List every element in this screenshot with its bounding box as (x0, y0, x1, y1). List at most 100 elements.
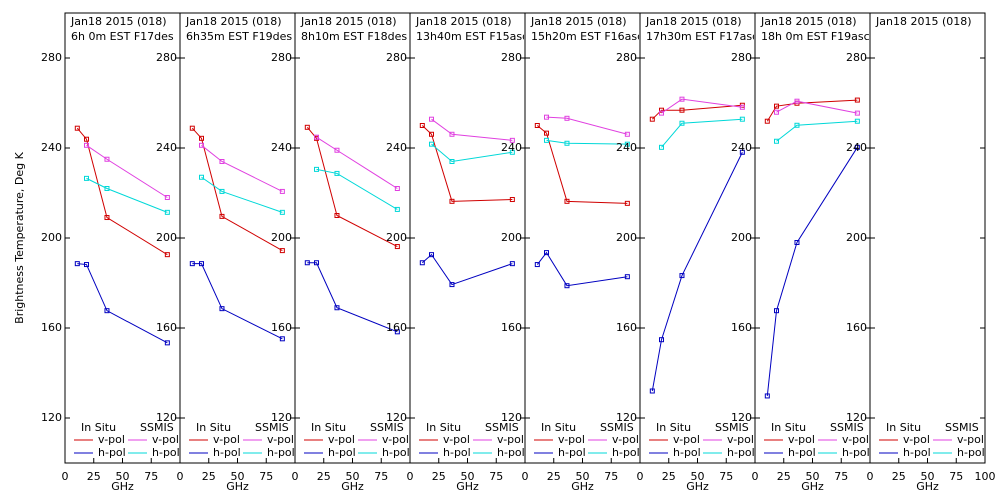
point-marker (774, 103, 780, 109)
panel-titles: Jan18 2015 (018) 17h30m EST F17asc (645, 15, 754, 43)
x-tick-label: 25 (547, 470, 561, 483)
legend-label: h-pol (152, 446, 180, 459)
point-marker (279, 188, 285, 194)
y-tick-label: 280 (271, 51, 292, 64)
point-marker (624, 131, 630, 137)
y-tick-label: 280 (616, 51, 637, 64)
y-tick-label: 280 (501, 51, 522, 64)
panel-subtitle: 8h10m EST F18des (301, 30, 407, 43)
point-marker (164, 195, 170, 200)
y-tick-label: 240 (616, 141, 637, 154)
y-tick-label: 280 (846, 51, 867, 64)
x-axis-label: GHz (571, 480, 594, 493)
y-tick-label: 240 (731, 141, 752, 154)
panel-subtitle: 6h35m EST F19des (186, 30, 292, 43)
y-tick-label: 160 (731, 321, 752, 334)
x-tick-label: 75 (144, 470, 158, 483)
x-tick-label: 75 (834, 470, 848, 483)
point-marker (774, 109, 780, 115)
x-tick-label: 50 (806, 470, 820, 483)
point-marker (564, 283, 570, 289)
point-marker (164, 252, 170, 258)
panel-titles: Jan18 2015 (018) 15h20m EST F16asc (530, 15, 639, 43)
legend-label: v-pol (267, 433, 294, 446)
y-tick-label: 120 (41, 411, 62, 424)
point-marker (74, 261, 80, 267)
point-marker (509, 149, 515, 155)
point-marker (84, 262, 90, 268)
x-tick-label: 50 (921, 470, 935, 483)
point-marker (659, 107, 665, 113)
point-marker (189, 261, 195, 267)
y-tick-label: 200 (271, 231, 292, 244)
point-marker (649, 116, 655, 122)
point-marker (199, 142, 205, 148)
point-marker (739, 149, 745, 155)
point-marker (679, 96, 685, 102)
point-marker (509, 197, 515, 203)
panel-subtitle: 13h40m EST F15asc (416, 30, 528, 43)
y-tick-label: 160 (501, 321, 522, 334)
series-line (191, 127, 283, 252)
x-tick-label: 25 (432, 470, 446, 483)
panel-titles: Jan18 2015 (018) (875, 15, 972, 28)
series-line (431, 143, 513, 163)
x-tick-label: 50 (116, 470, 130, 483)
y-axis-label: Brightness Temperature, Deg K (13, 151, 26, 323)
x-axis-label: GHz (226, 480, 249, 493)
legend-label: v-pol (497, 433, 524, 446)
legend-label: v-pol (443, 433, 470, 446)
point-marker (219, 159, 225, 164)
point-marker (279, 209, 285, 215)
x-tick-label: 50 (691, 470, 705, 483)
y-tick-label: 200 (846, 231, 867, 244)
legend-label: v-pol (788, 433, 815, 446)
panel: Jan18 2015 (018) 15h20m EST F16asc 120 160 2… (501, 12, 641, 493)
legend-label: v-pol (98, 433, 125, 446)
legend-label: h-pol (267, 446, 295, 459)
point-marker (544, 137, 550, 143)
legend-header: SSMIS (600, 421, 634, 434)
point-marker (764, 118, 770, 124)
point-marker (314, 260, 320, 266)
point-marker (334, 170, 340, 176)
point-marker (739, 104, 745, 110)
point-marker (764, 393, 770, 399)
panel-titles: Jan18 2015 (018) 6h35m EST F19des (185, 15, 292, 43)
legend-header: In Situ (656, 421, 691, 434)
series-line (201, 176, 283, 213)
point-marker (394, 186, 400, 191)
legend-label: h-pol (98, 446, 126, 459)
point-marker (199, 174, 205, 180)
x-tick-label: 25 (662, 470, 676, 483)
series-line (536, 251, 628, 287)
series-line (77, 263, 168, 344)
x-tick-label: 75 (719, 470, 733, 483)
point-marker (564, 115, 570, 121)
legend-label: h-pol (443, 446, 471, 459)
series-line (651, 152, 743, 392)
panel: Jan18 2015 (018) 6h35m EST F19des 120 160 20… (156, 12, 296, 493)
y-tick-label: 280 (731, 51, 752, 64)
point-marker (84, 142, 90, 148)
legend-header: In Situ (426, 421, 461, 434)
y-tick-label: 160 (616, 321, 637, 334)
panel: Jan18 2015 (018) 8h10m EST F18des 120 160 20… (271, 12, 411, 493)
y-tick-label: 200 (386, 231, 407, 244)
y-tick-label: 160 (156, 321, 177, 334)
x-tick-label: 75 (489, 470, 503, 483)
point-marker (624, 141, 630, 147)
y-tick-label: 120 (386, 411, 407, 424)
series-line (546, 139, 628, 145)
point-marker (449, 131, 455, 137)
series-line (766, 99, 858, 122)
legend-label: h-pol (788, 446, 816, 459)
series-line (546, 116, 628, 135)
point-marker (679, 120, 685, 126)
point-marker (649, 388, 655, 394)
point-marker (624, 274, 630, 280)
point-marker (199, 135, 205, 141)
panel-titles: Jan18 2015 (018) 13h40m EST F15asc (415, 15, 528, 43)
legend-label: v-pol (328, 433, 355, 446)
